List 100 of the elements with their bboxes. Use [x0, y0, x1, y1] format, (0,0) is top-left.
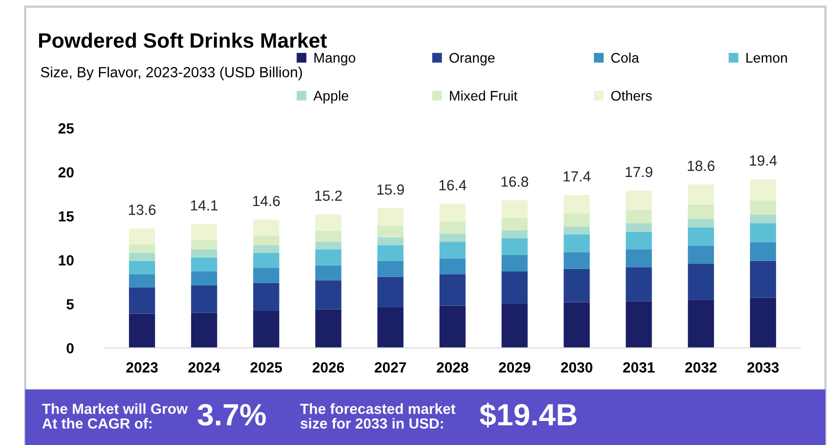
bar — [750, 214, 776, 224]
bar — [315, 265, 342, 280]
x-tick-label: 2027 — [374, 362, 406, 373]
x-tick-label: 2033 — [747, 362, 779, 373]
legend-label: Orange — [450, 52, 495, 66]
bar — [564, 234, 590, 252]
text: $19.4B — [480, 402, 576, 428]
bar — [253, 311, 280, 348]
total-label: 14.6 — [253, 196, 280, 206]
legend-label: Apple — [313, 90, 348, 104]
x-tick-label: 2031 — [623, 362, 655, 373]
total-label: 18.6 — [688, 160, 714, 171]
bar — [688, 204, 714, 219]
bar — [377, 237, 404, 246]
bar — [315, 309, 342, 348]
bar — [750, 260, 776, 298]
bar — [439, 204, 466, 222]
bar — [626, 267, 652, 302]
bar — [626, 250, 652, 268]
total-label: 16.4 — [439, 180, 466, 190]
bar — [128, 260, 156, 274]
bar — [191, 312, 218, 348]
bar — [626, 223, 652, 232]
total-label: 15.9 — [377, 184, 404, 195]
bar — [377, 308, 404, 348]
x-tick-label: 2030 — [561, 362, 592, 373]
bar — [191, 240, 218, 250]
legend-label: Mango — [314, 53, 356, 66]
y-tick-label: 15 — [58, 211, 74, 222]
bar — [128, 228, 156, 244]
y-tick-label: 25 — [58, 123, 74, 134]
bar — [315, 250, 342, 266]
bar — [128, 314, 156, 348]
bar — [626, 301, 652, 348]
total-label: 16.8 — [502, 176, 528, 187]
bar — [750, 298, 776, 348]
bar — [626, 210, 652, 224]
bar — [502, 218, 528, 230]
bar — [253, 268, 280, 283]
chart-subtitle: Size, By Flavor, 2023-2033 (USD Billion) — [40, 66, 302, 80]
bar — [128, 287, 156, 314]
total-label: 13.6 — [128, 204, 156, 215]
x-tick-label: 2026 — [312, 362, 344, 373]
total-label: 17.9 — [626, 166, 652, 178]
bar — [439, 234, 466, 242]
x-tick-label: 2029 — [498, 362, 530, 373]
bar — [564, 302, 590, 348]
legend-label: Lemon — [746, 53, 787, 63]
bar — [377, 276, 404, 308]
bar — [502, 200, 528, 218]
bar — [688, 218, 714, 228]
bar — [502, 254, 528, 272]
bar — [750, 223, 776, 242]
bar — [439, 221, 466, 234]
bar — [688, 184, 714, 205]
x-tick-label: 2028 — [436, 362, 468, 373]
bar — [564, 213, 590, 227]
bar — [315, 231, 342, 242]
y-tick-label: 10 — [58, 255, 74, 266]
bar — [688, 300, 714, 348]
text: 3.7% — [198, 404, 266, 426]
text: The Market will Grow At the CAGR of: — [42, 403, 188, 429]
bar — [750, 200, 776, 214]
legend-label: Others — [611, 90, 652, 101]
bar — [750, 242, 776, 261]
bar — [564, 252, 590, 269]
bar — [564, 194, 590, 214]
bar — [626, 232, 652, 250]
bar — [128, 253, 156, 261]
bar — [439, 258, 466, 274]
bar — [502, 238, 528, 255]
bar — [191, 224, 218, 240]
bar — [315, 242, 342, 250]
x-tick-label: 2032 — [685, 362, 717, 373]
bar — [377, 208, 404, 226]
bar — [315, 280, 342, 310]
bar — [253, 235, 280, 246]
x-tick-label: 2023 — [126, 362, 158, 373]
x-tick-label: 2024 — [188, 362, 220, 373]
bar — [626, 190, 652, 210]
chart-title: Powdered Soft Drinks Market — [39, 32, 327, 48]
legend-label: Mixed Fruit — [450, 90, 518, 101]
bar — [377, 226, 404, 238]
bar — [191, 286, 218, 313]
y-tick-label: 0 — [66, 343, 74, 354]
x-tick-label: 2025 — [250, 362, 282, 373]
bar — [564, 226, 590, 235]
bar — [439, 242, 466, 258]
total-label: 19.4 — [750, 155, 777, 166]
bar — [439, 306, 466, 348]
bar — [253, 220, 280, 236]
bar — [377, 260, 404, 277]
bar — [253, 245, 280, 254]
bar — [377, 245, 404, 261]
bar — [564, 268, 590, 302]
bar — [502, 271, 528, 304]
bar — [688, 246, 714, 264]
y-tick-label: 5 — [66, 299, 74, 310]
bar — [502, 304, 528, 348]
y-tick-label: 20 — [58, 167, 74, 178]
